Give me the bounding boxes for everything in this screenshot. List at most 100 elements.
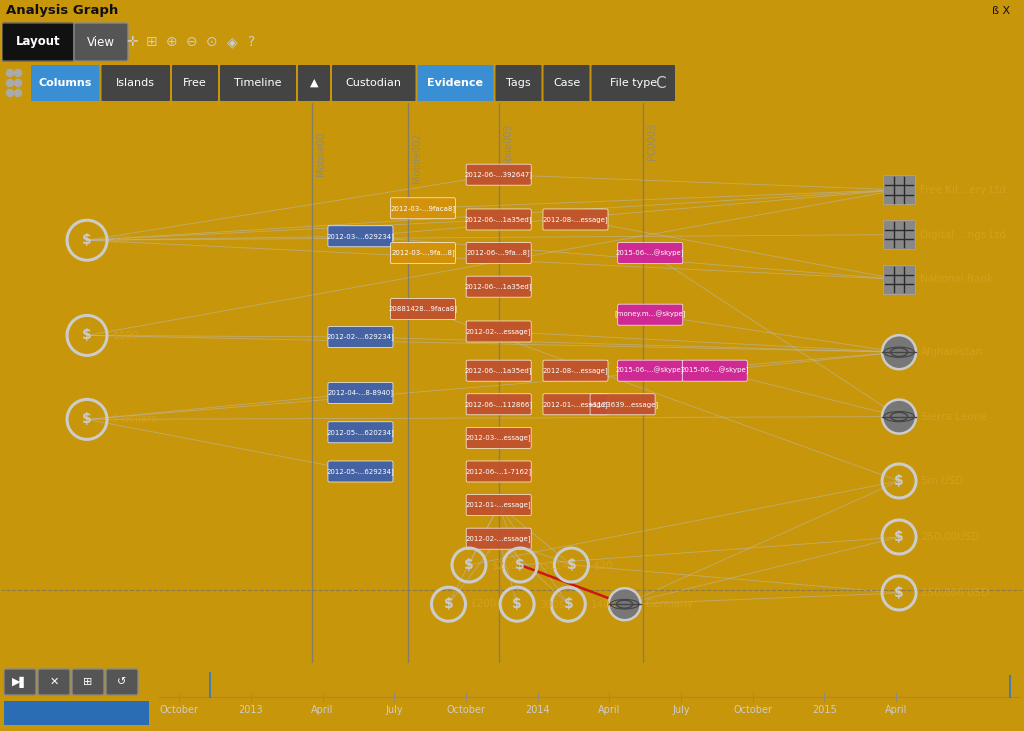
FancyBboxPatch shape (544, 65, 590, 101)
Text: 300$: 300$ (539, 599, 565, 609)
Text: ⊙: ⊙ (206, 35, 218, 49)
Text: C: C (654, 75, 666, 91)
FancyBboxPatch shape (466, 428, 531, 448)
Text: 250,000 USD: 250,000 USD (921, 588, 989, 598)
Text: Evidence: Evidence (427, 78, 483, 88)
Text: 2012-08-...essage]: 2012-08-...essage] (543, 367, 608, 374)
Text: 2015: 2015 (812, 705, 837, 715)
FancyBboxPatch shape (466, 360, 531, 381)
Text: $: $ (512, 597, 522, 611)
FancyBboxPatch shape (682, 360, 748, 381)
Text: ⊖: ⊖ (186, 35, 198, 49)
FancyBboxPatch shape (106, 669, 138, 695)
Circle shape (882, 400, 916, 433)
Text: ⊞: ⊞ (146, 35, 158, 49)
Text: 2012-06-...1a35ed]: 2012-06-...1a35ed] (465, 284, 532, 290)
Text: April: April (598, 705, 621, 715)
Text: [money.m...@skype]: [money.m...@skype] (614, 311, 686, 319)
FancyBboxPatch shape (617, 304, 683, 325)
Text: July: July (385, 705, 403, 715)
Text: Digital ...ngs Ltd: Digital ...ngs Ltd (921, 230, 1006, 240)
Text: Germany: Germany (646, 599, 693, 609)
Text: $: $ (82, 233, 92, 247)
Text: File type: File type (609, 78, 656, 88)
FancyBboxPatch shape (38, 669, 70, 695)
Text: 5m USD: 5m USD (921, 476, 964, 486)
Text: £200: £200 (470, 599, 497, 609)
FancyBboxPatch shape (466, 243, 531, 264)
FancyBboxPatch shape (590, 394, 655, 414)
Text: October: October (160, 705, 199, 715)
Text: 2012-05-...629234]: 2012-05-...629234] (327, 468, 394, 475)
Text: $: $ (82, 328, 92, 342)
Text: 2015-06-...@skype]: 2015-06-...@skype] (616, 367, 684, 374)
FancyBboxPatch shape (332, 65, 416, 101)
Text: 2012-06-...1-7162]: 2012-06-...1-7162] (466, 468, 531, 475)
Text: Case: Case (553, 78, 581, 88)
Bar (0, 728, 1024, 731)
Text: $100: $100 (112, 330, 138, 341)
Text: ⊞: ⊞ (83, 677, 93, 687)
Text: PC0003: PC0003 (647, 123, 657, 160)
FancyBboxPatch shape (101, 65, 170, 101)
Text: ✕: ✕ (49, 677, 58, 687)
Text: 2012-06-...1a35ed]: 2012-06-...1a35ed] (465, 367, 532, 374)
Text: ✛: ✛ (126, 35, 138, 49)
Circle shape (6, 69, 13, 77)
Text: 2012-02-...629234]: 2012-02-...629234] (327, 334, 394, 341)
Circle shape (6, 89, 13, 96)
Text: Free: Free (183, 78, 207, 88)
Text: National Bank: National Bank (921, 274, 993, 284)
FancyBboxPatch shape (72, 669, 104, 695)
Text: Timeline: Timeline (234, 78, 282, 88)
Text: $: $ (563, 597, 573, 611)
Text: 2012-03-...9fa...8]: 2012-03-...9fa...8] (391, 250, 455, 257)
Text: Columns: Columns (39, 78, 92, 88)
FancyBboxPatch shape (418, 65, 494, 101)
Text: ↺: ↺ (118, 677, 127, 687)
Text: 2013: 2013 (239, 705, 263, 715)
Text: 2012-06-...112866]: 2012-06-...112866] (465, 401, 532, 408)
Text: ▶▌: ▶▌ (11, 676, 29, 688)
Text: 2015-06-...@skype]: 2015-06-...@skype] (616, 249, 684, 257)
FancyBboxPatch shape (466, 394, 531, 414)
Text: $: $ (515, 558, 525, 572)
Text: 2012-01-...essage]: 2012-01-...essage] (466, 501, 531, 509)
FancyBboxPatch shape (74, 23, 128, 61)
Text: October: October (733, 705, 772, 715)
Text: $: $ (894, 474, 904, 488)
FancyBboxPatch shape (4, 669, 36, 695)
FancyBboxPatch shape (592, 65, 675, 101)
FancyBboxPatch shape (617, 360, 683, 381)
Text: 2012-03-...9faca8]: 2012-03-...9faca8] (390, 205, 456, 212)
Text: $: $ (894, 586, 904, 600)
Text: 2014: 2014 (525, 705, 550, 715)
FancyBboxPatch shape (466, 529, 531, 549)
Text: Analysis Graph: Analysis Graph (6, 4, 118, 17)
Text: Islands: Islands (117, 78, 156, 88)
Text: ◈: ◈ (226, 35, 238, 49)
Text: 3 dollars: 3 dollars (112, 414, 157, 425)
Text: 140$: 140$ (590, 599, 616, 609)
FancyBboxPatch shape (328, 422, 393, 443)
FancyBboxPatch shape (328, 226, 393, 247)
FancyBboxPatch shape (466, 209, 531, 230)
Text: ?: ? (249, 35, 256, 49)
Text: $200: $200 (490, 560, 517, 570)
Text: 2012-01-...essage]: 2012-01-...essage] (543, 401, 608, 408)
FancyBboxPatch shape (172, 65, 218, 101)
FancyBboxPatch shape (390, 243, 456, 264)
Text: 2015-06-...@skype]: 2015-06-...@skype] (681, 367, 749, 374)
FancyBboxPatch shape (466, 276, 531, 298)
Text: Sierra Leone: Sierra Leone (921, 412, 987, 422)
Text: $20: $20 (593, 560, 613, 570)
Text: July: July (672, 705, 690, 715)
Text: 2012-06-...9fa...8]: 2012-06-...9fa...8] (467, 250, 530, 257)
Text: 2012-04-...8-8940]: 2012-04-...8-8940] (328, 390, 393, 396)
FancyBboxPatch shape (466, 495, 531, 515)
Text: $: $ (566, 558, 577, 572)
Circle shape (14, 89, 22, 96)
Text: ⊕: ⊕ (166, 35, 178, 49)
Text: $1140: $1140 (542, 560, 575, 570)
FancyBboxPatch shape (466, 461, 531, 482)
